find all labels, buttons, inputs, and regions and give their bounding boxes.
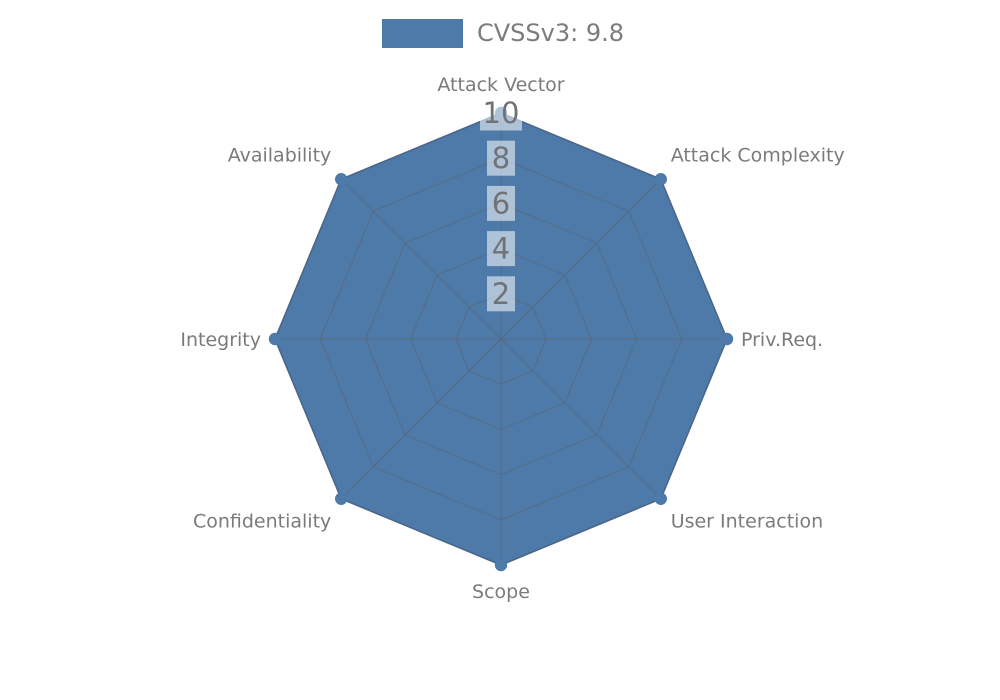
grid-spoke — [500, 338, 662, 500]
radial-tick-label: 2 — [492, 277, 510, 311]
axis-label-attack-vector: Attack Vector — [437, 74, 564, 96]
radial-tick-label: 4 — [492, 232, 510, 266]
axis-label-availability: Availability — [228, 144, 332, 166]
grid-spoke — [500, 178, 662, 340]
tick-box — [487, 185, 515, 221]
vertex-marker — [654, 173, 667, 186]
grid-spoke — [340, 178, 502, 340]
legend-label: CVSSv3: 9.8 — [477, 19, 624, 47]
vertex-marker — [335, 492, 348, 505]
tick-box — [480, 95, 522, 131]
axis-label-confidentiality: Confidentiality — [193, 511, 331, 533]
vertex-marker — [494, 558, 508, 572]
vertex-marker — [268, 332, 282, 346]
axis-label-integrity: Integrity — [180, 329, 261, 351]
tick-box — [487, 231, 515, 267]
vertex-marker — [654, 492, 667, 505]
axis-label-attack-complexity: Attack Complexity — [671, 144, 845, 166]
tick-box — [487, 276, 515, 312]
tick-box — [487, 140, 515, 176]
axis-label-priv-req: Priv.Req. — [741, 329, 823, 351]
axis-label-scope: Scope — [472, 581, 530, 603]
radial-tick-label: 6 — [492, 186, 510, 220]
legend-swatch — [382, 19, 463, 48]
grid-spoke — [340, 338, 502, 500]
radial-tick-label: 8 — [492, 141, 510, 175]
vertex-marker — [720, 332, 734, 346]
radial-tick-label: 10 — [483, 96, 520, 130]
axis-label-user-interaction: User Interaction — [671, 511, 823, 533]
legend: CVSSv3: 9.8 — [382, 19, 624, 48]
vertex-marker — [335, 173, 348, 186]
